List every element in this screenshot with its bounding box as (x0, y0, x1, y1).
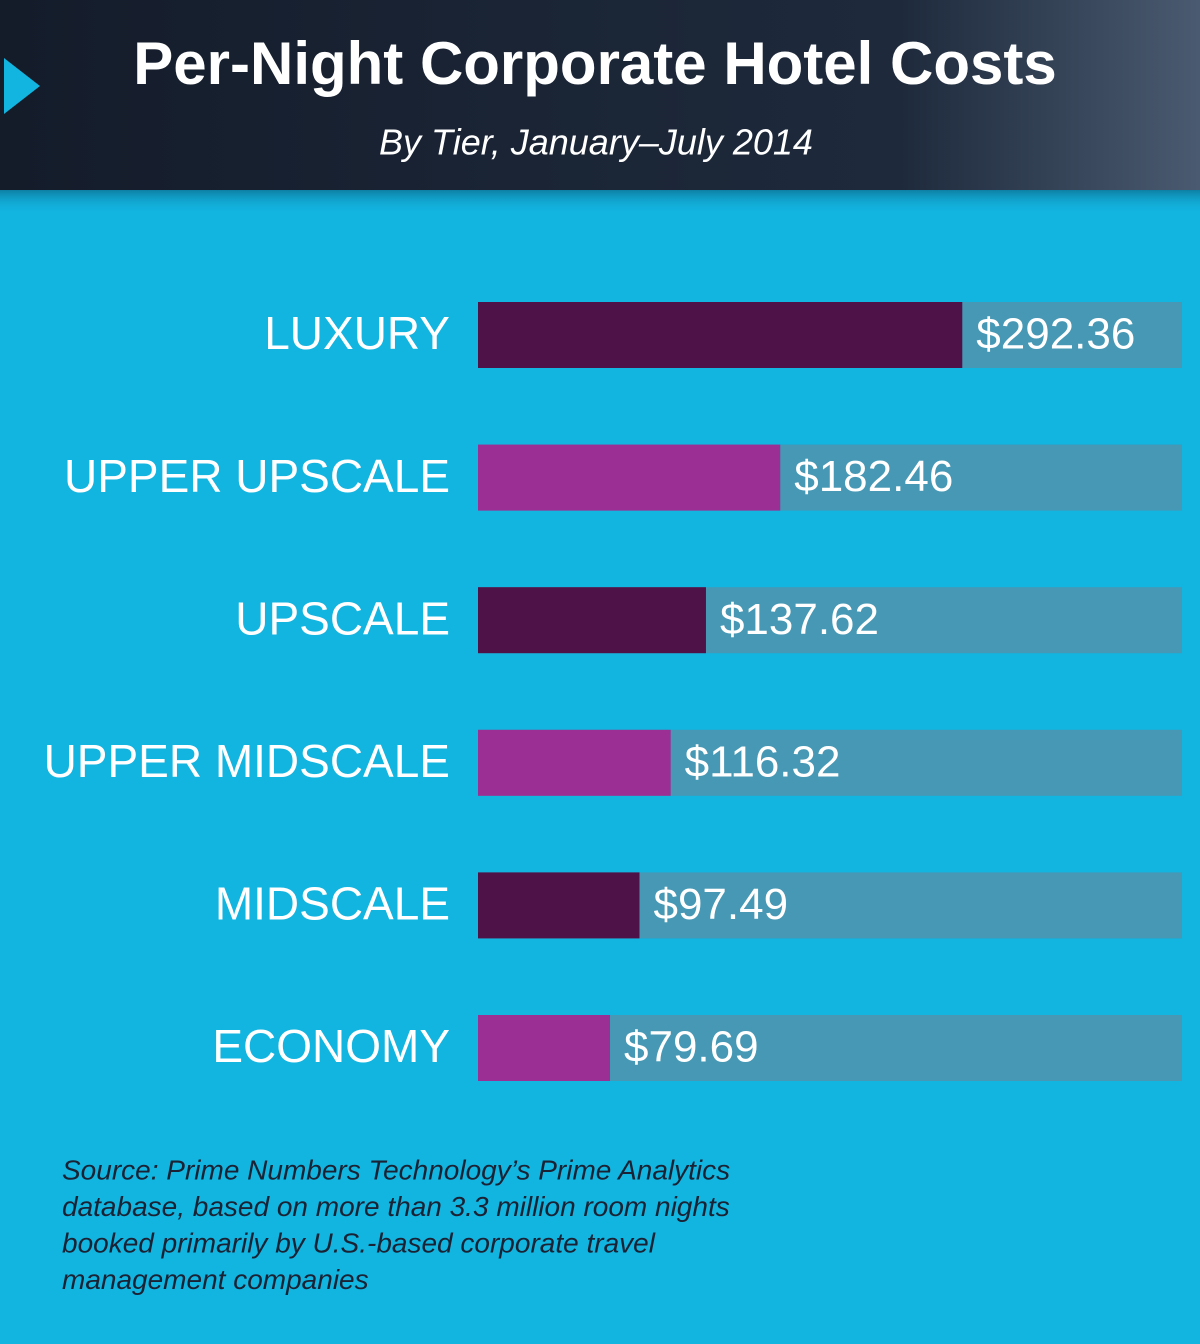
category-label: ECONOMY (212, 1020, 450, 1072)
source-line: booked primarily by U.S.-based corporate… (62, 1227, 656, 1258)
bar (478, 302, 963, 368)
chart-title: Per-Night Corporate Hotel Costs (133, 30, 1056, 97)
header-arrow (4, 58, 40, 114)
value-label: $97.49 (653, 880, 788, 929)
source-note: Source: Prime Numbers Technology’s Prime… (62, 1154, 730, 1295)
source-line: Source: Prime Numbers Technology’s Prime… (62, 1154, 730, 1185)
value-label: $292.36 (976, 310, 1135, 359)
value-label: $79.69 (624, 1023, 759, 1072)
header (0, 0, 1200, 190)
value-label: $182.46 (794, 452, 953, 501)
value-label: $137.62 (720, 595, 879, 644)
bar (478, 444, 781, 511)
bar (478, 1015, 611, 1081)
category-label: LUXURY (264, 307, 450, 359)
source-line: database, based on more than 3.3 million… (62, 1191, 730, 1222)
category-label: UPSCALE (235, 592, 450, 644)
category-label: UPPER UPSCALE (64, 450, 450, 502)
category-label: MIDSCALE (215, 878, 450, 930)
bar (478, 587, 706, 654)
source-line: management companies (62, 1264, 369, 1295)
chart-subtitle: By Tier, January–July 2014 (379, 122, 813, 163)
bar (478, 872, 640, 939)
category-label: UPPER MIDSCALE (44, 735, 450, 787)
header-shadow (0, 190, 1200, 214)
value-label: $116.32 (685, 737, 841, 786)
bar (478, 729, 671, 796)
